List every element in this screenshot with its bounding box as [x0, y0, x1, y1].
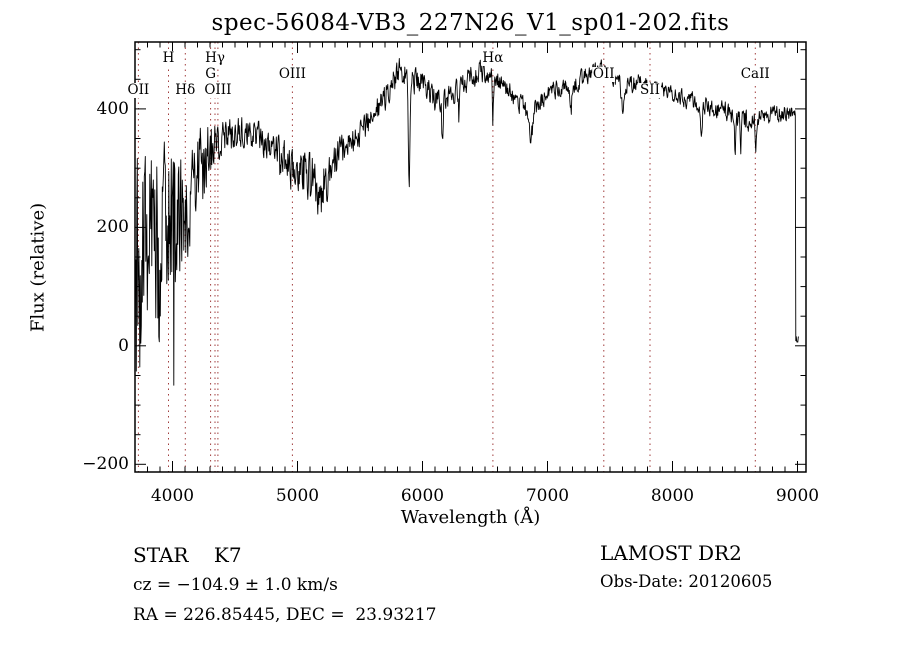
spectral-line-label: CaII: [739, 66, 771, 82]
spectral-line-label: OIII: [277, 66, 307, 82]
x-axis-label: Wavelength (Å): [400, 507, 541, 528]
obs-date-text: Obs-Date: 20120605: [600, 572, 773, 591]
spectral-line-label: Hγ: [204, 50, 226, 66]
x-tick-label: 4000: [150, 486, 195, 506]
spectrum-trace: [134, 58, 800, 386]
y-tick-label: 0: [118, 335, 129, 356]
survey-release-text: LAMOST DR2: [600, 541, 742, 565]
spectral-line-label: Hα: [481, 50, 505, 66]
x-tick-label: 9000: [775, 486, 820, 506]
figure-title: spec-56084-VB3_227N26_V1_sp01-202.fits: [211, 10, 730, 36]
x-tick-label: 7000: [525, 486, 570, 506]
coordinates-text: RA = 226.85445, DEC = 23.93217: [133, 605, 437, 625]
radial-velocity-text: cz = −104.9 ± 1.0 km/s: [133, 575, 338, 595]
spectral-line-label: OII: [126, 82, 151, 98]
classification-text: STAR K7: [133, 543, 242, 567]
y-axis-label: Flux (relative): [27, 202, 49, 333]
spectral-line-label: G: [204, 66, 218, 82]
x-tick-label: 6000: [400, 486, 445, 506]
y-tick-label: 400: [96, 98, 129, 119]
spectral-line-label: OII: [591, 66, 616, 82]
spectral-line-label: Hδ: [174, 82, 197, 98]
spectral-line-label: SII: [639, 82, 661, 98]
spectral-line-label: OIII: [203, 82, 233, 98]
y-tick-label: 200: [96, 217, 129, 238]
spectral-line-label: H: [161, 50, 176, 66]
x-tick-label: 5000: [275, 486, 320, 506]
y-tick-label: −200: [82, 454, 129, 475]
x-tick-label: 8000: [650, 486, 695, 506]
